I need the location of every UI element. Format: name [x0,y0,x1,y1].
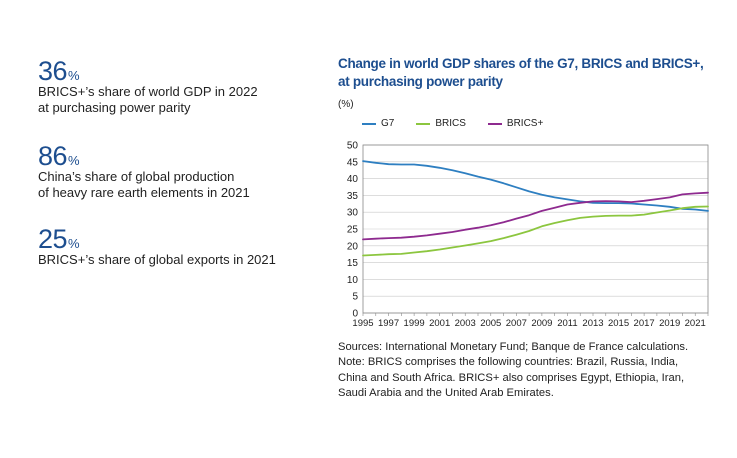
y-tick-label: 50 [347,141,359,152]
y-tick-label: 40 [347,174,359,185]
x-tick-label: 2019 [659,318,680,329]
chart-notes: Sources: International Monetary Fund; Ba… [338,340,728,401]
stat-brics-plus-gdp-share: 36% BRICS+’s share of world GDP in 2022 … [38,56,258,116]
y-tick-label: 45 [347,157,359,168]
series-line-brics [362,205,709,257]
x-tick-label: 2001 [429,318,450,329]
stat-value: 86 [38,141,68,171]
legend-label: G7 [381,118,395,129]
stat-text-line: BRICS+’s share of global exports in 2021 [38,252,276,267]
chart-title-line: Change in world GDP shares of the G7, BR… [338,56,704,71]
stat-value: 36 [38,56,68,86]
line-chart: 0 5 10 15 20 25 30 35 40 45 50 1995 1997 1999 2001 2003… [347,141,709,329]
y-tick-label: 10 [347,275,359,286]
stat-text-line: BRICS+’s share of world GDP in 2022 [38,84,258,99]
legend-swatch-brics-plus [487,122,502,125]
legend-label: BRICS+ [506,118,544,129]
note-text: China and South Africa. BRICS+ also comp… [338,371,685,384]
x-tick-label: 2013 [582,318,603,329]
stat-description: BRICS+’s share of world GDP in 2022 at p… [38,84,258,116]
series-line-g7 [362,160,709,212]
stat-text-line: at purchasing power parity [38,100,191,115]
chart-legend: G7 BRICS BRICS+ [362,118,543,129]
stat-brics-plus-exports-share: 25% BRICS+’s share of global exports in … [38,224,276,268]
y-tick-label: 15 [347,258,359,269]
legend-swatch-brics [416,122,431,125]
y-tick-label: 30 [347,208,359,219]
x-tick-label: 1999 [404,318,425,329]
plot-frame [362,144,709,314]
y-axis-unit-label: (%) [338,99,354,110]
legend-item-brics: BRICS [416,118,466,129]
stat-value: 25 [38,224,68,254]
stat-unit: % [68,236,80,251]
stat-description: China’s share of global production of he… [38,169,250,201]
y-tick-label: 0 [352,309,358,320]
stat-text-line: of heavy rare earth elements in 2021 [38,185,250,200]
stat-number: 36% [38,56,258,87]
y-tick-label: 35 [347,191,359,202]
sources-text: Sources: International Monetary Fund; Ba… [338,341,689,353]
stat-number: 86% [38,141,250,172]
stat-china-rare-earth-share: 86% China’s share of global production o… [38,141,250,201]
x-tick-label: 2017 [634,318,655,329]
x-tick-label: 2005 [480,318,501,329]
x-tick-label: 1995 [352,318,373,329]
note-text: Note: BRICS comprises the following coun… [338,356,679,369]
y-tick-label: 25 [347,225,359,236]
x-tick-label: 1997 [378,318,399,329]
y-tick-label: 20 [347,241,359,252]
y-tick-label: 5 [352,292,358,303]
x-tick-label: 2021 [685,318,706,329]
legend-label: BRICS [435,118,466,129]
chart-title: Change in world GDP shares of the G7, BR… [338,55,718,91]
x-tick-label: 2009 [531,318,552,329]
x-tick-label: 2007 [506,318,527,329]
stat-unit: % [68,153,80,168]
stat-unit: % [68,68,80,83]
series-line-brics-plus [362,191,709,241]
stat-text-line: China’s share of global production [38,169,235,184]
x-tick-label: 2003 [455,318,476,329]
x-tick-label: 2011 [557,318,577,329]
legend-item-brics-plus: BRICS+ [487,118,544,129]
x-tick-label: 2015 [608,318,629,329]
stat-number: 25% [38,224,276,255]
legend-item-g7: G7 [362,118,394,129]
note-text: Saudi Arabia and the United Arab Emirate… [338,386,554,399]
stat-description: BRICS+’s share of global exports in 2021 [38,252,276,268]
chart-title-line: at purchasing power parity [338,74,503,89]
legend-swatch-g7 [362,122,376,125]
